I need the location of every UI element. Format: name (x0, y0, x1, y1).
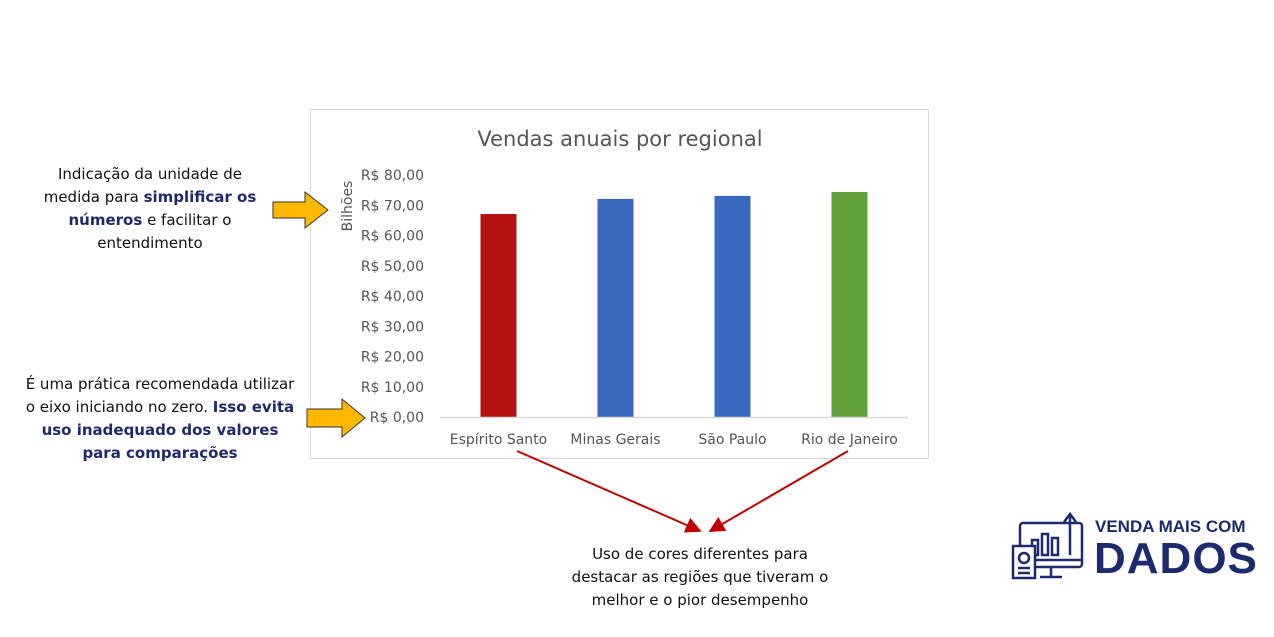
x-tick-label: São Paulo (698, 432, 766, 448)
note-highlight: simplificar os números (68, 188, 257, 229)
logo-line2: DADOS (1094, 534, 1258, 583)
zero-note: É uma prática recomendada utilizar o eix… (20, 373, 300, 465)
logo: VENDA MAIS COM DADOS (1010, 508, 1257, 584)
y-tick-label: R$ 30,00 (361, 319, 424, 335)
y-tick-label: R$ 10,00 (361, 380, 424, 396)
note-highlight: Isso evita uso inadequado dos valores pa… (41, 398, 295, 462)
pointer-arrow (516, 450, 702, 533)
x-tick-label: Rio de Janeiro (801, 432, 898, 448)
y-tick-label: R$ 0,00 (370, 410, 424, 426)
x-tick-label: Espírito Santo (450, 432, 547, 448)
bar-minas-gerais (597, 198, 634, 417)
x-tick-label: Minas Gerais (570, 432, 660, 448)
note-text: e facilitar o entendimento (97, 211, 232, 252)
note-text: É uma prática recomendada utilizar o eix… (25, 375, 295, 416)
note-text: Indicação da unidade de medida para (43, 165, 243, 206)
color-note: Uso de cores diferentes para destacar as… (571, 545, 829, 609)
y-tick-label: R$ 40,00 (361, 289, 424, 305)
unit-note: Indicação da unidade de medida para simp… (40, 163, 260, 255)
y-tick-label: R$ 70,00 (361, 198, 424, 214)
bar-s-o-paulo (714, 195, 751, 417)
arrow-right-icon (306, 397, 366, 439)
pointer-arrow (708, 450, 849, 533)
logo-line1: VENDA MAIS COM (1095, 517, 1246, 536)
bar-rio-de-janeiro (831, 191, 868, 417)
chart-title: Vendas anuais por regional (477, 127, 762, 151)
bar-esp-rito-santo (480, 214, 517, 417)
y-tick-label: R$ 50,00 (361, 259, 424, 275)
arrow-right-icon (272, 190, 329, 230)
y-tick-label: R$ 80,00 (361, 168, 424, 184)
chart-frame (310, 109, 929, 459)
y-tick-label: R$ 60,00 (361, 229, 424, 245)
dashboard-monitor-icon (1011, 511, 1084, 580)
y-axis-label: Bilhões (340, 181, 356, 232)
y-tick-label: R$ 20,00 (361, 350, 424, 366)
